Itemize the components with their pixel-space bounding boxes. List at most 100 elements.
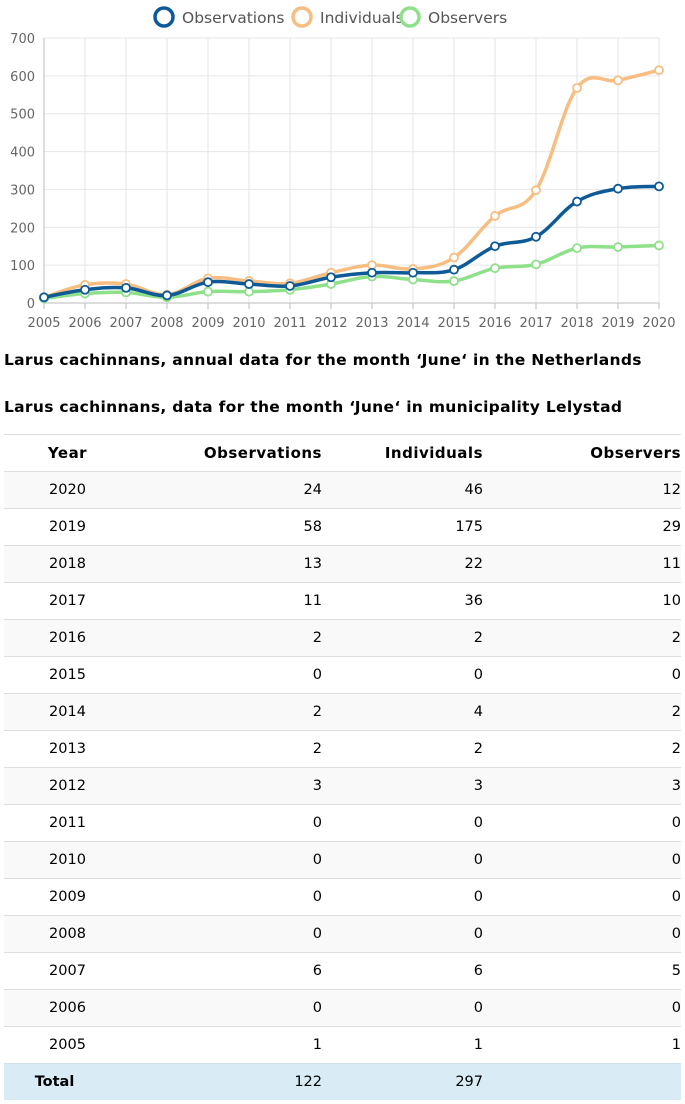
cell-observers: 12 (483, 471, 681, 509)
cell-observers: 0 (483, 804, 681, 842)
table-row: 2011 0 0 0 (4, 804, 681, 842)
table-row: 2010 0 0 0 (4, 841, 681, 879)
cell-year: 2019 (4, 508, 105, 546)
cell-year: 2020 (4, 471, 105, 509)
observers-data-point (449, 276, 459, 286)
y-tick-label: 700 (10, 32, 35, 47)
x-tick-label: 2016 (478, 316, 511, 331)
cell-observations: 0 (105, 878, 322, 916)
observations-data-point (121, 282, 131, 293)
cell-year: 2018 (4, 545, 105, 583)
observations-data-point (285, 281, 295, 291)
cell-individuals: 0 (322, 841, 483, 879)
year-label: 2017 (49, 593, 86, 609)
observers-data-point (654, 240, 664, 251)
legend-label-individuals: Individuals (320, 9, 404, 27)
observers-series-line (42, 243, 661, 301)
table-row: 2016 2 2 2 (4, 619, 681, 657)
observations-data-point (490, 241, 500, 252)
cell-year: 2016 (4, 619, 105, 657)
cell-observations: 0 (105, 915, 322, 953)
x-tick-label: 2005 (27, 316, 60, 331)
chart-series (39, 65, 664, 304)
x-tick-label: 2019 (601, 316, 634, 331)
cell-individuals: 6 (322, 952, 483, 990)
year-label: 2011 (49, 815, 86, 831)
cell-individuals: 3 (322, 767, 483, 805)
x-tick-label: 2018 (560, 316, 593, 331)
cell-year: 2010 (4, 841, 105, 879)
cell-observers: 3 (483, 767, 681, 805)
table-total-row: Total 122 297 (4, 1063, 681, 1100)
cell-year: 2008 (4, 915, 105, 953)
individuals-data-point (449, 252, 459, 263)
y-tick-label: 500 (10, 108, 35, 123)
year-label: 2013 (49, 741, 86, 757)
cell-observations: 2 (105, 619, 322, 657)
cell-individuals: 22 (322, 545, 483, 583)
cell-year: 2015 (4, 656, 105, 694)
cell-observations: 0 (105, 841, 322, 879)
y-tick-label: 200 (10, 221, 35, 236)
x-tick-label: 2010 (232, 316, 265, 331)
x-tick-label: 2006 (68, 316, 101, 331)
table-body: 2020 24 46 12 2019 58 175 29 2018 13 22 11 2017 11 36 1… (4, 471, 681, 1064)
data-table: Year Observations Individuals Observers … (4, 434, 681, 1100)
total-label-text: Total (34, 1074, 75, 1090)
chart-legend: Observations Individuals Observers (153, 6, 507, 28)
cell-year: 2009 (4, 878, 105, 916)
y-tick-label: 0 (27, 297, 35, 312)
table-row: 2008 0 0 0 (4, 915, 681, 953)
cell-observers: 1 (483, 1026, 681, 1064)
year-label: 2009 (49, 889, 86, 905)
cell-individuals: 0 (322, 804, 483, 842)
header-observations[interactable]: Observations (105, 434, 322, 472)
cell-observers: 0 (483, 656, 681, 694)
x-tick-label: 2020 (642, 316, 675, 331)
x-tick-label: 2015 (437, 316, 470, 331)
y-tick-label: 100 (10, 259, 35, 274)
table-header-row: Year Observations Individuals Observers (4, 434, 681, 472)
cell-individuals: 4 (322, 693, 483, 731)
observations-data-point (39, 292, 49, 303)
observations-data-point (654, 181, 664, 192)
cell-year: 2007 (4, 952, 105, 990)
cell-observations: 0 (105, 656, 322, 694)
year-label: 2014 (49, 704, 86, 720)
table-row: 2005 1 1 1 (4, 1026, 681, 1064)
x-tick-label: 2013 (355, 316, 388, 331)
observations-data-point (449, 264, 459, 275)
total-observations: 122 (105, 1063, 322, 1100)
y-tick-label: 300 (10, 183, 35, 198)
individuals-series-line (42, 68, 661, 300)
individuals-data-point (531, 185, 541, 196)
cell-observers: 0 (483, 878, 681, 916)
observations-data-point (408, 267, 418, 278)
header-individuals[interactable]: Individuals (322, 434, 483, 472)
year-label: 2007 (49, 963, 86, 979)
year-label: 2006 (49, 1000, 86, 1016)
cell-individuals: 1 (322, 1026, 483, 1064)
cell-observers: 2 (483, 693, 681, 731)
observations-data-point (531, 231, 541, 242)
chart-axes: 0 100 200 300 400 500 600 700 2005 2006 2007 2008 20… (10, 32, 675, 331)
municipal-table-caption: Larus cachinnans, data for the month ‘Ju… (4, 398, 623, 416)
cell-observers: 0 (483, 915, 681, 953)
cell-observations: 3 (105, 767, 322, 805)
x-tick-label: 2017 (519, 316, 552, 331)
header-year[interactable]: Year (4, 434, 105, 472)
table-row: 2007 6 6 5 (4, 952, 681, 990)
total-observers (483, 1063, 681, 1100)
observations-data-point (80, 284, 90, 295)
table-row: 2013 2 2 2 (4, 730, 681, 768)
year-label: 2012 (49, 778, 86, 794)
x-tick-label: 2014 (396, 316, 429, 331)
cell-year: 2014 (4, 693, 105, 731)
cell-observations: 2 (105, 730, 322, 768)
cell-individuals: 2 (322, 730, 483, 768)
cell-individuals: 2 (322, 619, 483, 657)
cell-year: 2017 (4, 582, 105, 620)
cell-individuals: 0 (322, 878, 483, 916)
cell-year: 2005 (4, 1026, 105, 1064)
header-observers[interactable]: Observers (483, 434, 681, 472)
